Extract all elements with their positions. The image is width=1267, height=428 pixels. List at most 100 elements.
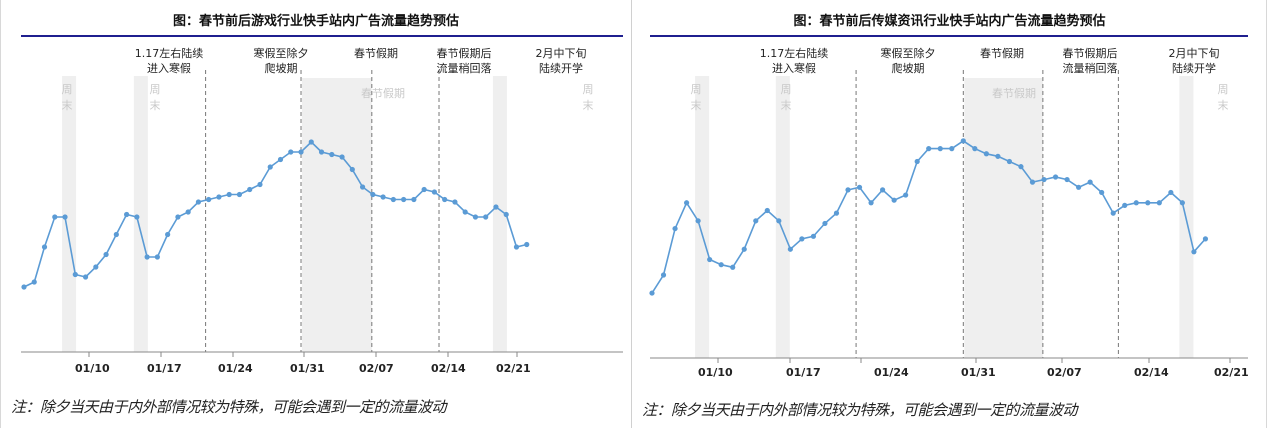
data-point: [267, 164, 273, 170]
data-point: [421, 186, 427, 193]
data-point: [856, 184, 863, 190]
data-point: [318, 149, 325, 155]
data-point: [21, 284, 27, 290]
annotation-school-start: 2月中下旬 陆续开学: [1168, 47, 1220, 75]
data-point: [82, 274, 89, 280]
data-point: [52, 214, 58, 220]
x-tick-label: 01/17: [147, 362, 182, 375]
data-point: [359, 184, 366, 190]
data-point: [695, 218, 701, 224]
data-point: [914, 158, 920, 165]
weekend-label: 周 末: [582, 83, 594, 112]
data-point: [1018, 164, 1024, 170]
data-point: [236, 191, 243, 198]
x-tick-label: 02/21: [1214, 366, 1249, 379]
annotation-spring-festival: 春节假期: [354, 47, 398, 60]
data-point: [1145, 200, 1151, 206]
data-point: [672, 225, 678, 232]
shaded-region: [964, 78, 1043, 358]
data-point: [513, 244, 520, 250]
data-point: [1179, 200, 1185, 206]
data-point: [185, 209, 191, 215]
x-tick-label: 02/14: [431, 362, 466, 375]
data-point: [288, 149, 294, 155]
data-point: [206, 196, 212, 203]
holiday-label: 春节假期: [361, 87, 405, 100]
data-point: [1122, 202, 1128, 208]
data-point: [983, 151, 989, 157]
x-tick-label: 01/24: [218, 362, 253, 375]
data-point: [1041, 176, 1047, 183]
data-point: [891, 197, 897, 203]
data-point: [926, 146, 932, 152]
chart-panel-gaming: 图：春节前后游戏行业快手站内广告流量趋势预估 1.17左右陆续 进入寒假 寒假至…: [0, 0, 631, 428]
data-point: [810, 233, 817, 239]
annotation-winter-break: 1.17左右陆续 进入寒假: [759, 47, 829, 75]
series-line: [651, 139, 1206, 294]
data-point: [1006, 158, 1013, 165]
chart-title: 图：春节前后游戏行业快手站内广告流量趋势预估: [172, 14, 459, 29]
data-point: [1110, 210, 1116, 216]
x-tick-label: 01/10: [698, 366, 733, 379]
data-point: [833, 210, 840, 216]
weekend-label: 周 末: [1217, 83, 1229, 112]
data-point: [1156, 200, 1162, 206]
data-point: [937, 146, 943, 152]
x-tick-label: 01/10: [75, 362, 110, 375]
data-point: [683, 200, 690, 206]
data-point: [41, 244, 48, 250]
data-point: [134, 214, 140, 220]
data-point: [741, 246, 747, 252]
data-point: [124, 211, 130, 218]
data-point: [103, 251, 109, 258]
x-tick-label: 01/31: [961, 366, 996, 379]
data-point: [298, 149, 304, 155]
footnote: 注：除夕当天由于内外部情况较为特殊，可能会遇到一定的流量波动: [11, 398, 447, 416]
data-point: [753, 218, 759, 224]
x-tick-label: 01/31: [290, 362, 325, 375]
shaded-region: [695, 76, 710, 358]
data-point: [442, 196, 448, 203]
data-point: [764, 207, 770, 214]
data-point: [452, 199, 458, 205]
data-point: [329, 151, 335, 158]
data-point: [995, 153, 1001, 159]
data-point: [524, 241, 530, 248]
data-point: [144, 254, 150, 260]
weekend-label: 周 末: [780, 83, 792, 112]
line-chart: [649, 70, 1248, 363]
shaded-region: [492, 76, 507, 352]
data-point: [165, 231, 171, 238]
x-tick-label: 02/14: [1134, 366, 1169, 379]
data-point: [431, 189, 437, 195]
footnote: 注：除夕当天由于内外部情况较为特殊，可能会遇到一定的流量波动: [642, 401, 1078, 419]
x-tick-label: 01/17: [786, 366, 821, 379]
data-point: [339, 154, 345, 160]
shaded-region: [133, 76, 148, 352]
data-point: [1087, 179, 1093, 185]
data-point: [1076, 184, 1082, 190]
x-tick-label: 02/21: [496, 362, 531, 375]
data-point: [1029, 179, 1036, 185]
title-rule: [21, 35, 623, 37]
data-point: [1099, 189, 1105, 196]
data-point: [649, 290, 655, 296]
data-point: [503, 211, 509, 218]
data-point: [1191, 249, 1197, 255]
data-point: [799, 236, 805, 242]
data-point: [411, 196, 417, 203]
data-point: [462, 209, 468, 215]
data-point: [493, 204, 499, 210]
annotation-post-holiday: 春节假期后 流量稍回落: [436, 47, 492, 75]
annotation-spring-festival-ramp: 寒假至除夕 爬坡期: [880, 47, 936, 75]
shaded-region: [62, 76, 77, 352]
data-point: [880, 187, 886, 193]
data-point: [247, 186, 253, 193]
data-point: [154, 254, 160, 260]
line-chart: [21, 70, 623, 357]
annotation-post-holiday: 春节假期后 流量稍回落: [1062, 47, 1118, 75]
data-point: [660, 272, 667, 278]
weekend-label: 周 末: [61, 83, 73, 112]
title-rule: [650, 35, 1248, 37]
weekend-label: 周 末: [149, 83, 161, 112]
